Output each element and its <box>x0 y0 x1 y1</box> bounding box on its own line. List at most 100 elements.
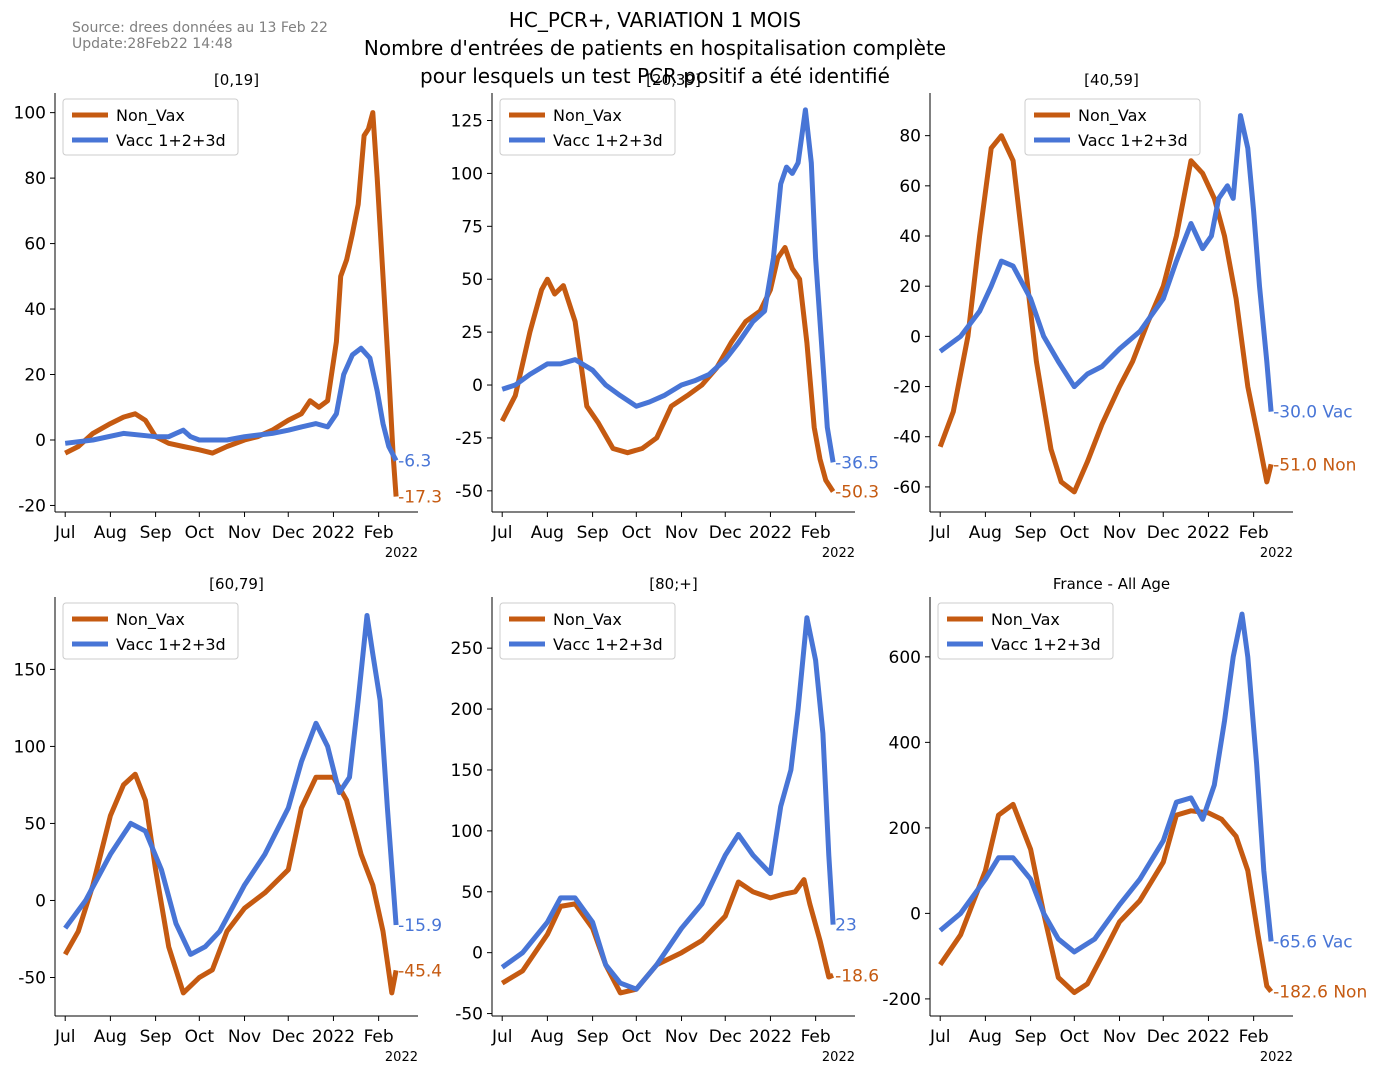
legend-label-non-vax: Non_Vax <box>116 106 185 126</box>
y-tick-label: 0 <box>472 944 483 964</box>
legend-label-vacc: Vacc 1+2+3d <box>553 131 663 150</box>
y-tick-label: 200 <box>451 700 483 720</box>
legend: Non_Vax Vacc 1+2+3d <box>499 98 676 156</box>
end-label-vacc: -6.3 <box>398 452 431 472</box>
y-tick-label: 0 <box>910 327 921 347</box>
x-tick-label: Feb <box>801 1027 831 1047</box>
subplot-5: [80;+] -50 0 50 100 150 200 250 Jul Aug Sep Oct Nov D… <box>451 575 880 1065</box>
update-text: Update:28Feb22 14:48 <box>72 36 233 52</box>
series-line-vacc <box>63 613 399 957</box>
x-offset-label: 2022 <box>1260 1050 1293 1065</box>
subplot-title: [40,59] <box>1084 71 1139 89</box>
x-tick-label: Aug <box>94 523 127 543</box>
y-tick-label: -20 <box>18 496 46 516</box>
series-line-vacc <box>938 113 1274 412</box>
legend: Non_Vax Vacc 1+2+3d <box>499 602 676 660</box>
y-tick-label: -50 <box>455 1005 483 1025</box>
subplot-1: [0,19] -20 0 20 40 60 80 100 Jul Aug Sep Oct Nov Dec 2… <box>14 71 443 561</box>
x-tick-label: Jul <box>54 523 76 543</box>
y-tick-label: -25 <box>455 429 483 449</box>
legend-label-non-vax: Non_Vax <box>553 106 622 126</box>
legend-label-non-vax: Non_Vax <box>116 610 185 630</box>
y-tick-label: 100 <box>451 164 483 184</box>
y-tick-label: -20 <box>893 378 921 398</box>
subplot-title: [20,39] <box>646 71 701 89</box>
end-label-non-vax: -45.4 <box>398 961 442 981</box>
x-tick-label: Nov <box>1103 1027 1136 1047</box>
series-line-non-vax <box>937 133 1274 495</box>
x-tick-label: 2022 <box>1187 523 1230 543</box>
x-tick-label: Oct <box>1060 1027 1090 1047</box>
x-tick-label: Nov <box>665 523 698 543</box>
source-text: Source: drees données au 13 Feb 22 <box>72 20 328 36</box>
series-line-vacc <box>64 345 399 462</box>
y-tick-label: 25 <box>461 323 483 343</box>
y-tick-label: 150 <box>451 761 483 781</box>
y-tick-label: 150 <box>14 660 46 680</box>
y-tick-label: 80 <box>899 127 921 147</box>
y-tick-label: 60 <box>24 235 46 255</box>
x-tick-label: Feb <box>1239 523 1269 543</box>
x-tick-label: Oct <box>622 523 652 543</box>
legend-label-vacc: Vacc 1+2+3d <box>116 131 226 150</box>
x-tick-label: Oct <box>185 523 215 543</box>
x-tick-label: Feb <box>364 1027 394 1047</box>
y-tick-label: 50 <box>461 270 483 290</box>
subplot-6: France - All Age -200 0 200 400 600 Jul Aug Sep O… <box>882 575 1367 1065</box>
y-tick-label: 250 <box>451 639 483 659</box>
x-tick-label: Oct <box>1060 523 1090 543</box>
legend-label-vacc: Vacc 1+2+3d <box>991 635 1101 654</box>
series-line-vacc <box>501 107 836 463</box>
series-line-non-vax <box>500 877 835 996</box>
x-tick-label: 2022 <box>749 1027 792 1047</box>
title-line-3: pour lesquels un test PCR positif a été … <box>420 64 890 88</box>
title-line-2: Nombre d'entrées de patients en hospital… <box>363 36 947 60</box>
y-tick-label: 100 <box>14 104 46 124</box>
y-tick-label: -40 <box>893 428 921 448</box>
x-tick-label: Feb <box>364 523 394 543</box>
x-tick-label: 2022 <box>749 523 792 543</box>
x-tick-label: Oct <box>622 1027 652 1047</box>
x-tick-label: Dec <box>1147 523 1180 543</box>
y-tick-label: 40 <box>899 227 921 247</box>
y-tick-label: 0 <box>35 891 46 911</box>
x-tick-label: 2022 <box>1187 1027 1230 1047</box>
x-tick-label: Sep <box>577 523 609 543</box>
series-line-non-vax <box>499 245 836 493</box>
y-tick-label: 200 <box>889 819 921 839</box>
y-tick-label: 75 <box>461 217 483 237</box>
legend-label-non-vax: Non_Vax <box>553 610 622 630</box>
x-tick-label: Feb <box>801 523 831 543</box>
x-offset-label: 2022 <box>822 546 855 561</box>
legend: Non_Vax Vacc 1+2+3d <box>62 602 239 660</box>
x-tick-label: Nov <box>228 523 261 543</box>
x-tick-label: Aug <box>531 1027 564 1047</box>
x-tick-label: Dec <box>709 523 742 543</box>
y-tick-label: -200 <box>882 990 921 1010</box>
x-tick-label: Dec <box>272 1027 305 1047</box>
x-tick-label: Dec <box>272 523 305 543</box>
x-offset-label: 2022 <box>1260 546 1293 561</box>
end-label-vacc: -65.6 Vac <box>1273 932 1352 952</box>
series-line-vacc <box>500 615 836 992</box>
y-tick-label: 60 <box>899 177 921 197</box>
subplot-title: [60,79] <box>209 575 264 593</box>
y-tick-label: 600 <box>889 648 921 668</box>
series-line-non-vax <box>938 801 1274 995</box>
x-tick-label: Jul <box>491 523 513 543</box>
y-tick-label: 80 <box>24 169 46 189</box>
x-tick-label: Feb <box>1239 1027 1269 1047</box>
legend-label-vacc: Vacc 1+2+3d <box>1078 131 1188 150</box>
subplot-title: France - All Age <box>1053 575 1170 593</box>
x-tick-label: Oct <box>185 1027 215 1047</box>
y-tick-label: 20 <box>24 366 46 386</box>
end-label-non-vax: -18.6 <box>835 966 879 986</box>
y-tick-label: -50 <box>18 968 46 988</box>
series-line-non-vax <box>63 771 399 996</box>
x-tick-label: Sep <box>577 1027 609 1047</box>
end-label-non-vax: -50.3 <box>835 482 879 502</box>
legend: Non_Vax Vacc 1+2+3d <box>62 98 239 156</box>
y-tick-label: 0 <box>910 904 921 924</box>
x-tick-label: Dec <box>1147 1027 1180 1047</box>
